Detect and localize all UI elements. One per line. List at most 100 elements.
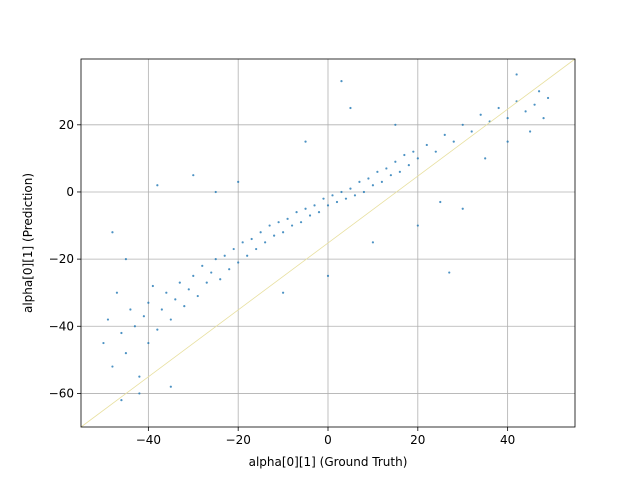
point — [528, 130, 532, 133]
x-tick-label: 20 — [410, 433, 425, 447]
point — [169, 318, 172, 321]
x-tick-label: 0 — [324, 433, 332, 447]
point — [394, 160, 397, 163]
point — [115, 291, 119, 294]
point — [326, 274, 330, 278]
point — [412, 150, 415, 153]
point — [434, 150, 437, 153]
point — [313, 204, 316, 207]
point — [353, 194, 357, 197]
point — [380, 180, 383, 183]
point — [394, 123, 397, 126]
point — [443, 133, 446, 136]
point — [340, 190, 343, 194]
point — [214, 190, 217, 194]
point — [228, 268, 231, 271]
x-axis-label: alpha[0][1] (Ground Truth) — [249, 455, 408, 469]
point — [371, 184, 375, 187]
point — [156, 184, 159, 187]
point — [389, 174, 392, 177]
point — [281, 291, 285, 294]
point — [344, 197, 348, 200]
point — [250, 237, 253, 241]
point — [367, 177, 370, 180]
point — [259, 231, 262, 234]
point — [484, 157, 487, 160]
point — [111, 365, 114, 368]
point — [398, 170, 401, 173]
point — [142, 315, 145, 318]
point — [403, 153, 406, 157]
point — [106, 318, 110, 321]
point — [210, 271, 213, 274]
point — [268, 224, 271, 227]
point — [349, 187, 352, 190]
plot-frame — [80, 58, 576, 428]
point — [192, 174, 195, 177]
point — [147, 301, 150, 304]
point — [304, 140, 307, 143]
point — [461, 207, 464, 210]
point — [524, 110, 527, 113]
point — [201, 264, 204, 267]
point — [281, 231, 285, 234]
point — [264, 241, 267, 244]
point — [138, 375, 141, 378]
point — [362, 190, 366, 194]
point — [290, 224, 294, 227]
point — [219, 278, 222, 281]
y-tick-label: 0 — [66, 185, 74, 199]
point — [542, 116, 545, 120]
point — [533, 103, 536, 106]
point — [317, 211, 321, 214]
point — [349, 106, 352, 110]
point — [255, 247, 258, 251]
y-axis-label: alpha[0][1] (Prediction) — [21, 173, 35, 313]
x-tick-label: −40 — [136, 433, 161, 447]
point — [120, 399, 123, 402]
point — [165, 291, 168, 294]
point — [277, 221, 280, 224]
point — [138, 392, 141, 395]
point — [156, 328, 159, 331]
point — [124, 352, 128, 355]
point — [102, 341, 105, 345]
point — [304, 207, 307, 210]
point — [515, 73, 518, 76]
point — [286, 217, 289, 220]
point — [147, 341, 150, 345]
y-tick-label: −40 — [49, 319, 74, 333]
point — [169, 385, 172, 388]
point — [335, 200, 339, 204]
point — [196, 294, 199, 298]
point — [273, 234, 276, 237]
point — [174, 298, 177, 301]
point — [537, 90, 541, 93]
y-tick-label: −20 — [49, 252, 74, 266]
point — [237, 261, 240, 264]
x-tick-label: 40 — [500, 433, 515, 447]
point — [452, 140, 455, 143]
point — [183, 305, 186, 308]
point — [246, 254, 249, 257]
point — [241, 241, 244, 244]
point — [376, 170, 379, 173]
point — [299, 221, 303, 224]
point — [340, 80, 343, 83]
point — [331, 194, 334, 197]
point — [506, 140, 509, 143]
point — [187, 288, 190, 291]
point — [407, 164, 410, 167]
point — [120, 331, 123, 335]
diagonal-line — [80, 58, 576, 428]
point — [111, 231, 114, 234]
point — [232, 247, 235, 251]
point — [192, 274, 195, 278]
point — [546, 96, 550, 100]
point — [326, 204, 330, 207]
point — [385, 167, 388, 170]
point — [151, 284, 154, 288]
point — [439, 200, 442, 204]
